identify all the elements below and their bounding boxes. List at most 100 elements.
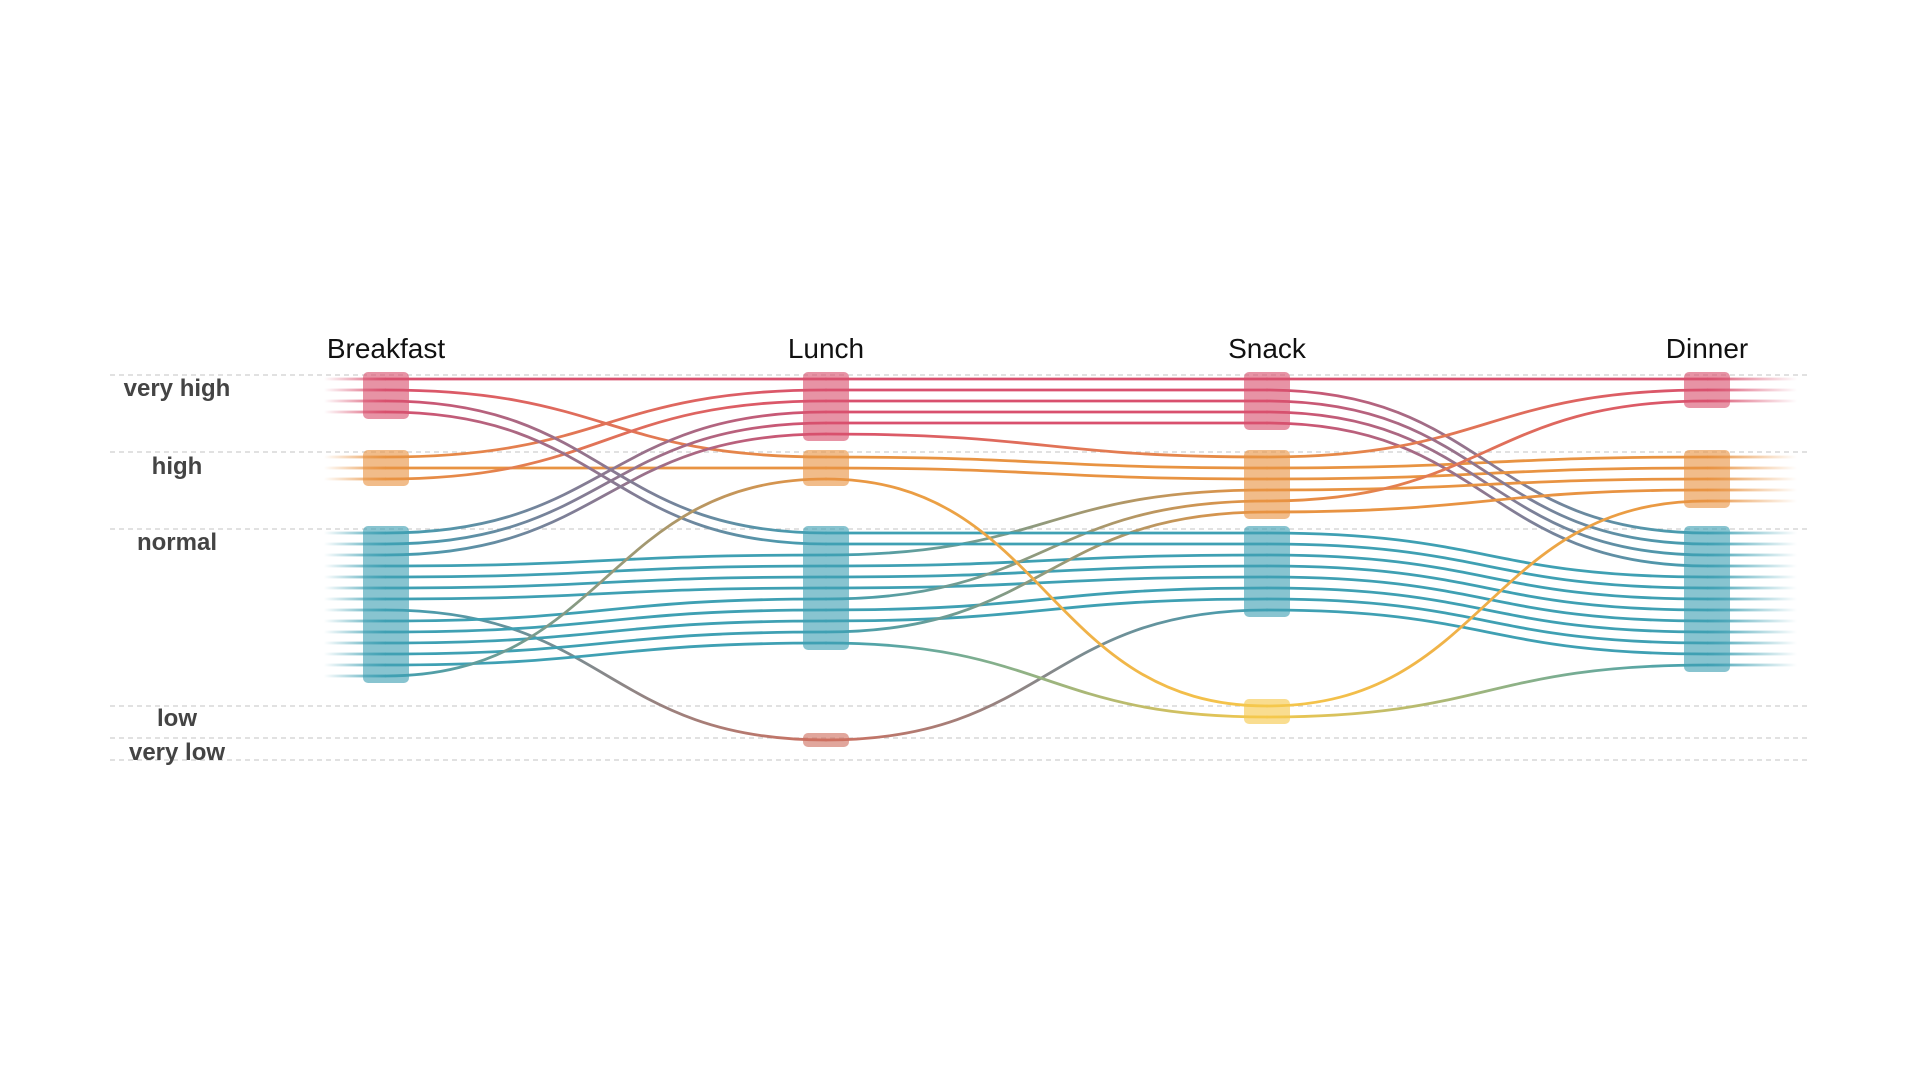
stub-right-record-9: [1707, 608, 1797, 612]
stub-left-record-3: [324, 466, 386, 470]
node-dinner-normal: [1684, 526, 1730, 672]
stub-right-record-10: [1707, 619, 1797, 623]
stub-right-record-4: [1707, 553, 1797, 557]
stub-right-record-16: [1707, 488, 1797, 492]
stub-right-record-8: [1707, 597, 1797, 601]
stub-right-record-1: [1707, 455, 1797, 459]
flow-record-2-breakfast-to-lunch: [384, 388, 828, 459]
flow-record-20-breakfast-to-lunch: [384, 477, 828, 678]
node-lunch-high: [803, 450, 849, 486]
stub-left-record-15: [324, 641, 386, 645]
row-label-very-high: very high: [124, 375, 231, 402]
flow-record-18-breakfast-to-lunch: [384, 399, 828, 535]
node-snack-normal: [1244, 526, 1290, 617]
flow-record-15-lunch-to-snack: [824, 597, 1269, 623]
flow-record-14-lunch-to-snack: [824, 586, 1269, 612]
flow-record-19-snack-to-dinner: [1265, 542, 1709, 590]
row-label-high: high: [152, 453, 203, 480]
flow-record-11-lunch-to-snack: [824, 608, 1269, 742]
stub-right-record-3: [1707, 466, 1797, 470]
flow-record-13-lunch-to-snack: [824, 499, 1269, 601]
flow-record-20-snack-to-dinner: [1265, 499, 1709, 708]
flow-record-16-breakfast-to-lunch: [384, 630, 828, 656]
flow-record-15-snack-to-dinner: [1265, 597, 1709, 645]
stub-right-record-13: [1707, 399, 1797, 403]
stage-label-snack: Snack: [1228, 333, 1307, 364]
stub-right-record-5: [1707, 564, 1797, 568]
stage-label-dinner: Dinner: [1666, 333, 1748, 364]
stub-left-record-2: [324, 455, 386, 459]
stub-right-record-6: [1707, 388, 1797, 392]
flow-record-20-lunch-to-snack: [824, 477, 1269, 708]
stub-right-record-0: [1707, 377, 1797, 381]
node-snack-low: [1244, 699, 1290, 724]
flow-record-17-breakfast-to-lunch: [384, 641, 828, 667]
flow-record-17-snack-to-dinner: [1265, 663, 1709, 719]
stub-right-record-2: [1707, 531, 1797, 535]
stub-left-record-7: [324, 564, 386, 568]
stub-left-record-12: [324, 477, 386, 481]
flow-record-13-snack-to-dinner: [1265, 399, 1709, 503]
stub-left-record-19: [324, 410, 386, 414]
flow-record-10-snack-to-dinner: [1265, 575, 1709, 623]
stub-left-record-10: [324, 597, 386, 601]
stub-left-record-6: [324, 553, 386, 557]
flow-record-3-lunch-to-snack: [824, 466, 1269, 481]
flow-record-5-snack-to-dinner: [1265, 421, 1709, 568]
flow-record-12-snack-to-dinner: [1265, 399, 1709, 546]
flow-record-15-breakfast-to-lunch: [384, 619, 828, 645]
flow-record-11-snack-to-dinner: [1265, 608, 1709, 656]
node-breakfast-high: [363, 450, 409, 486]
flow-record-16-snack-to-dinner: [1265, 488, 1709, 514]
stub-right-record-15: [1707, 641, 1797, 645]
stub-right-record-19: [1707, 586, 1797, 590]
flow-record-6-lunch-to-snack: [824, 432, 1269, 459]
flow-record-11-breakfast-to-lunch: [384, 608, 828, 742]
flow-record-1-lunch-to-snack: [824, 455, 1269, 470]
stage-label-lunch: Lunch: [788, 333, 864, 364]
flow-record-2-snack-to-dinner: [1265, 388, 1709, 535]
stub-right-record-12: [1707, 542, 1797, 546]
stub-left-record-9: [324, 586, 386, 590]
stub-left-record-8: [324, 575, 386, 579]
flow-end-fades: [324, 377, 1797, 678]
flow-record-12-breakfast-to-lunch: [384, 399, 828, 481]
flow-record-18-snack-to-dinner: [1265, 531, 1709, 579]
stub-right-record-7: [1707, 477, 1797, 481]
stub-left-record-1: [324, 388, 386, 392]
stub-right-record-20: [1707, 499, 1797, 503]
flow-record-7-lunch-to-snack: [824, 488, 1269, 557]
flow-record-8-snack-to-dinner: [1265, 553, 1709, 601]
flow-record-7-snack-to-dinner: [1265, 477, 1709, 492]
flow-record-8-lunch-to-snack: [824, 553, 1269, 568]
stub-left-record-5: [324, 542, 386, 546]
node-snack-high: [1244, 450, 1290, 519]
flow-record-6-breakfast-to-lunch: [384, 432, 828, 557]
flow-record-19-breakfast-to-lunch: [384, 410, 828, 546]
stub-left-record-4: [324, 531, 386, 535]
flow-record-5-breakfast-to-lunch: [384, 421, 828, 546]
flow-record-9-snack-to-dinner: [1265, 564, 1709, 612]
row-label-low: low: [157, 705, 197, 732]
flow-record-7-breakfast-to-lunch: [384, 553, 828, 568]
stub-left-record-20: [324, 674, 386, 678]
stub-left-record-11: [324, 608, 386, 612]
node-breakfast-normal: [363, 526, 409, 683]
node-lunch-normal: [803, 526, 849, 650]
node-breakfast-very-high: [363, 372, 409, 419]
flow-record-14-breakfast-to-lunch: [384, 608, 828, 634]
flow-record-10-lunch-to-snack: [824, 575, 1269, 590]
flow-record-9-breakfast-to-lunch: [384, 575, 828, 590]
stub-left-record-16: [324, 652, 386, 656]
flow-record-17-lunch-to-snack: [824, 641, 1269, 719]
stub-right-record-17: [1707, 663, 1797, 667]
stub-left-record-13: [324, 619, 386, 623]
stub-right-record-18: [1707, 575, 1797, 579]
flow-record-8-breakfast-to-lunch: [384, 564, 828, 579]
flow-record-10-breakfast-to-lunch: [384, 586, 828, 601]
stage-label-breakfast: Breakfast: [327, 333, 445, 364]
node-lunch-very-low: [803, 733, 849, 747]
flow-record-13-breakfast-to-lunch: [384, 597, 828, 623]
